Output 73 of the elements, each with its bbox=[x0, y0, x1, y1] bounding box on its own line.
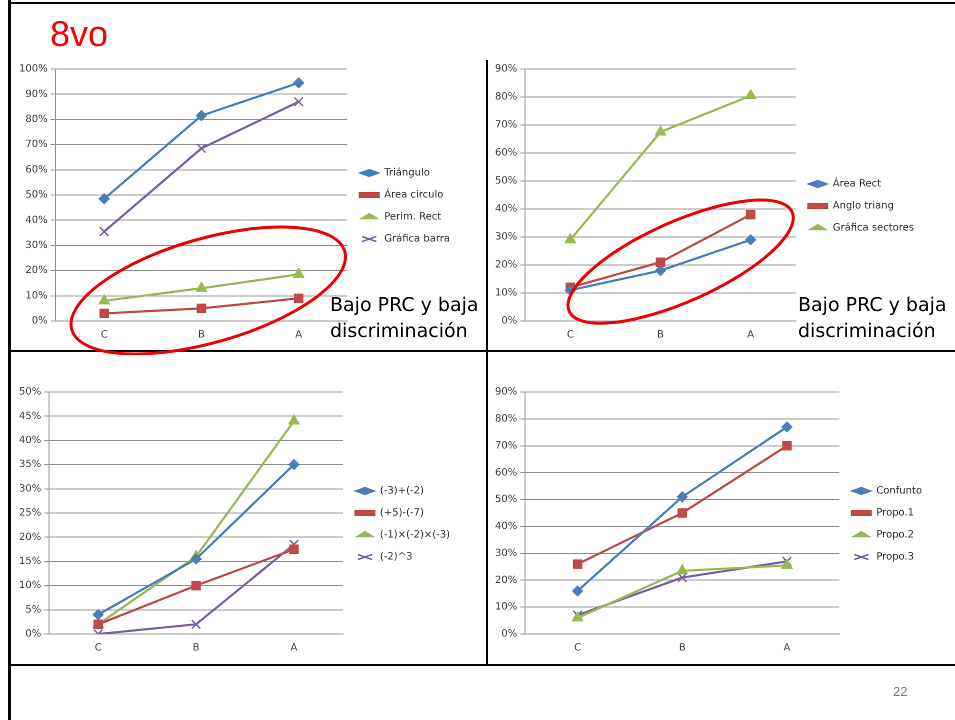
y-tick-label: 70% bbox=[494, 120, 518, 131]
y-tick-label: 15% bbox=[18, 556, 42, 567]
y-tick-label: 35% bbox=[18, 459, 42, 470]
legend-label: Perim. Rect bbox=[384, 212, 442, 223]
legend-label: Gráfica sectores bbox=[832, 222, 914, 234]
legend-label: Propo.2 bbox=[876, 530, 914, 541]
y-tick-label: 60% bbox=[494, 148, 518, 159]
y-tick-label: 10% bbox=[18, 580, 42, 592]
y-tick-label: 30% bbox=[494, 232, 518, 243]
y-tick-label: 90% bbox=[25, 88, 48, 100]
x-tick-label: C bbox=[94, 642, 102, 654]
y-tick-label: 50% bbox=[494, 494, 518, 506]
x-tick-label: A bbox=[295, 330, 302, 341]
y-tick-label: 90% bbox=[494, 386, 518, 398]
legend-label: Propo.3 bbox=[876, 552, 914, 563]
y-tick-label: 90% bbox=[494, 64, 518, 75]
y-tick-label: 30% bbox=[494, 548, 518, 559]
legend-label: (-2)^3 bbox=[380, 552, 412, 563]
legend-label: Anglo triang bbox=[832, 200, 894, 212]
y-tick-label: 70% bbox=[25, 139, 48, 150]
legend-label: Área circulo bbox=[384, 188, 444, 201]
y-tick-label: 0% bbox=[25, 628, 42, 640]
y-tick-label: 80% bbox=[494, 413, 518, 424]
y-tick-label: 100% bbox=[18, 64, 48, 75]
y-tick-label: 50% bbox=[25, 190, 48, 201]
x-tick-label: C bbox=[566, 330, 574, 341]
legend-label: Triángulo bbox=[383, 168, 430, 179]
y-tick-label: 60% bbox=[25, 164, 48, 176]
y-tick-label: 60% bbox=[494, 467, 518, 478]
chart-title: 8vo bbox=[50, 13, 108, 54]
y-tick-label: 0% bbox=[32, 316, 48, 327]
y-tick-label: 40% bbox=[18, 434, 42, 446]
text: 22 bbox=[893, 684, 908, 699]
legend-label: Propo.1 bbox=[876, 508, 914, 519]
y-tick-label: 10% bbox=[494, 288, 518, 299]
legend-label: Confunto bbox=[876, 486, 922, 497]
x-tick-label: A bbox=[747, 330, 754, 341]
y-tick-label: 70% bbox=[494, 440, 518, 452]
x-tick-label: B bbox=[657, 330, 664, 341]
x-tick-label: C bbox=[100, 330, 108, 341]
y-tick-label: 30% bbox=[18, 483, 42, 494]
y-tick-label: 5% bbox=[25, 604, 42, 616]
y-tick-label: 20% bbox=[25, 265, 48, 276]
y-tick-label: 80% bbox=[494, 92, 518, 103]
y-tick-label: 20% bbox=[18, 532, 42, 543]
annotation: Bajo PRC y baja discriminación bbox=[330, 293, 480, 344]
legend-label: Área Rect bbox=[832, 176, 882, 190]
legend-label: (+5)-(-7) bbox=[380, 508, 424, 519]
y-tick-label: 50% bbox=[18, 386, 42, 398]
legend-label: (-1)×(-2)×(-3) bbox=[380, 530, 450, 541]
y-tick-label: 50% bbox=[494, 176, 518, 187]
y-tick-label: 0% bbox=[501, 628, 518, 640]
y-tick-label: 20% bbox=[494, 574, 518, 586]
y-tick-label: 0% bbox=[501, 316, 518, 327]
y-tick-label: 10% bbox=[25, 290, 48, 302]
y-tick-label: 30% bbox=[25, 240, 48, 251]
legend-label: Gráfica barra bbox=[384, 234, 450, 245]
y-tick-label: 10% bbox=[494, 602, 518, 613]
y-tick-label: 40% bbox=[25, 214, 48, 226]
y-tick-label: 25% bbox=[18, 508, 42, 519]
x-tick-label: B bbox=[192, 642, 200, 654]
x-tick-label: A bbox=[290, 642, 298, 654]
x-tick-label: B bbox=[198, 330, 205, 341]
y-tick-label: 20% bbox=[494, 260, 518, 271]
y-tick-label: 40% bbox=[494, 204, 518, 215]
y-tick-label: 80% bbox=[25, 114, 48, 125]
y-tick-label: 40% bbox=[494, 521, 518, 532]
x-tick-label: C bbox=[574, 642, 582, 654]
text: Bajo PRC y baja discriminación bbox=[798, 293, 948, 344]
x-tick-label: B bbox=[678, 642, 686, 654]
x-tick-label: A bbox=[784, 642, 791, 654]
legend-label: (-3)+(-2) bbox=[380, 486, 424, 497]
y-tick-label: 45% bbox=[18, 410, 42, 422]
